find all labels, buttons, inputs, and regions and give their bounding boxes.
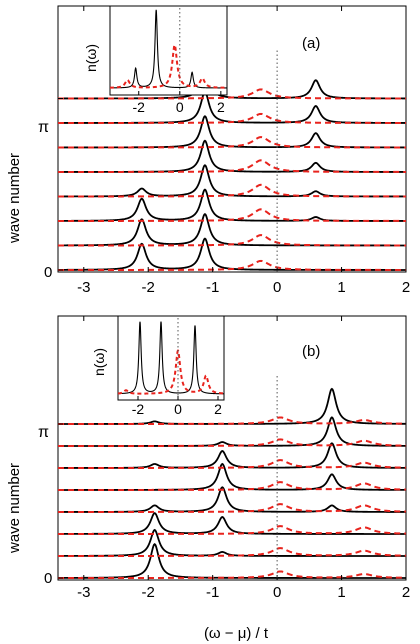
panel-a: -3 -2 -1 0 1 2 (a) π 0 wave number -2 0 2 n(ω) — [6, 5, 410, 296]
x-axis-label: (ω − μ) / t — [204, 625, 269, 642]
solid-black-trace — [58, 486, 406, 513]
panel-b-ylabel: wave number — [6, 463, 23, 554]
panel-a-inset-ylabel: n(ω) — [83, 44, 99, 72]
dashed-red-trace — [58, 481, 407, 491]
panel-a-ytick-zero: 0 — [44, 264, 52, 281]
dashed-red-trace — [58, 459, 407, 469]
inset-solid-black-curve — [110, 9, 227, 89]
panel-a-label: (a) — [302, 35, 320, 52]
dashed-red-trace — [58, 112, 406, 124]
inset-x-tick-label: 0 — [174, 401, 182, 417]
panel-a-inset: -2 0 2 n(ω) — [83, 5, 228, 115]
dashed-red-trace — [58, 259, 406, 271]
dashed-red-trace — [58, 234, 406, 247]
panel-b-inset-xticks: -2 0 2 — [132, 396, 222, 417]
dashed-red-trace — [58, 547, 407, 557]
panel-a-xticks: -3 -2 -1 0 1 2 — [58, 6, 410, 296]
x-tick-label: -2 — [142, 584, 155, 601]
x-tick-label: 1 — [337, 279, 345, 296]
solid-black-trace — [58, 387, 406, 425]
dashed-red-trace — [58, 136, 406, 149]
x-tick-label: 2 — [402, 584, 410, 601]
x-tick-label: 1 — [337, 584, 345, 601]
panel-b-traces — [58, 387, 407, 579]
x-tick-label: -3 — [77, 279, 90, 296]
panel-b: -3 -2 -1 0 1 2 (b) π 0 wave number -2 0 2 n(ω) — [6, 315, 410, 601]
solid-black-trace — [58, 512, 406, 535]
x-tick-label: 2 — [402, 279, 410, 296]
dashed-red-trace — [58, 525, 407, 535]
panel-a-ylabel: wave number — [6, 153, 23, 244]
dashed-red-trace — [58, 208, 406, 222]
panel-a-ytick-pi: π — [38, 119, 49, 136]
inset-x-tick-label: 2 — [217, 99, 225, 115]
x-tick-label: -1 — [206, 279, 219, 296]
inset-x-tick-label: 2 — [214, 401, 222, 417]
x-tick-label: -3 — [77, 584, 90, 601]
panel-b-inset-curves — [117, 318, 225, 400]
x-tick-label: 0 — [273, 279, 281, 296]
x-tick-label: -1 — [206, 584, 219, 601]
dashed-red-trace — [58, 438, 407, 447]
panel-a-inset-xticks: -2 0 2 — [133, 91, 225, 115]
panel-a-inset-frame — [109, 5, 228, 96]
dashed-red-trace — [58, 88, 406, 100]
panel-b-ytick-pi: π — [38, 424, 49, 441]
panel-a-inset-curves — [109, 8, 227, 95]
panel-b-inset: -2 0 2 n(ω) — [91, 315, 225, 417]
solid-black-trace — [58, 90, 406, 124]
panel-a-frame — [57, 5, 407, 273]
panel-b-frame — [57, 315, 407, 581]
dashed-red-trace — [58, 503, 407, 513]
panel-b-inset-ylabel: n(ω) — [91, 348, 107, 376]
x-tick-label: -2 — [142, 279, 155, 296]
inset-x-tick-label: -2 — [132, 401, 145, 417]
inset-x-tick-label: -2 — [133, 99, 146, 115]
inset-dashed-red-curve — [117, 349, 225, 395]
dashed-red-trace — [58, 570, 406, 579]
panel-b-label: (b) — [302, 343, 320, 360]
dashed-red-trace — [58, 416, 406, 425]
dashed-red-trace — [58, 183, 406, 198]
solid-black-trace — [58, 543, 406, 579]
panel-b-ytick-zero: 0 — [44, 570, 52, 587]
panel-a-traces — [58, 68, 406, 271]
inset-dashed-red-curve — [109, 43, 227, 89]
inset-x-tick-label: 0 — [176, 99, 184, 115]
inset-solid-black-curve — [117, 321, 225, 395]
panel-b-xticks: -3 -2 -1 0 1 2 — [58, 316, 410, 601]
dashed-red-trace — [58, 159, 406, 173]
x-tick-label: 0 — [273, 584, 281, 601]
